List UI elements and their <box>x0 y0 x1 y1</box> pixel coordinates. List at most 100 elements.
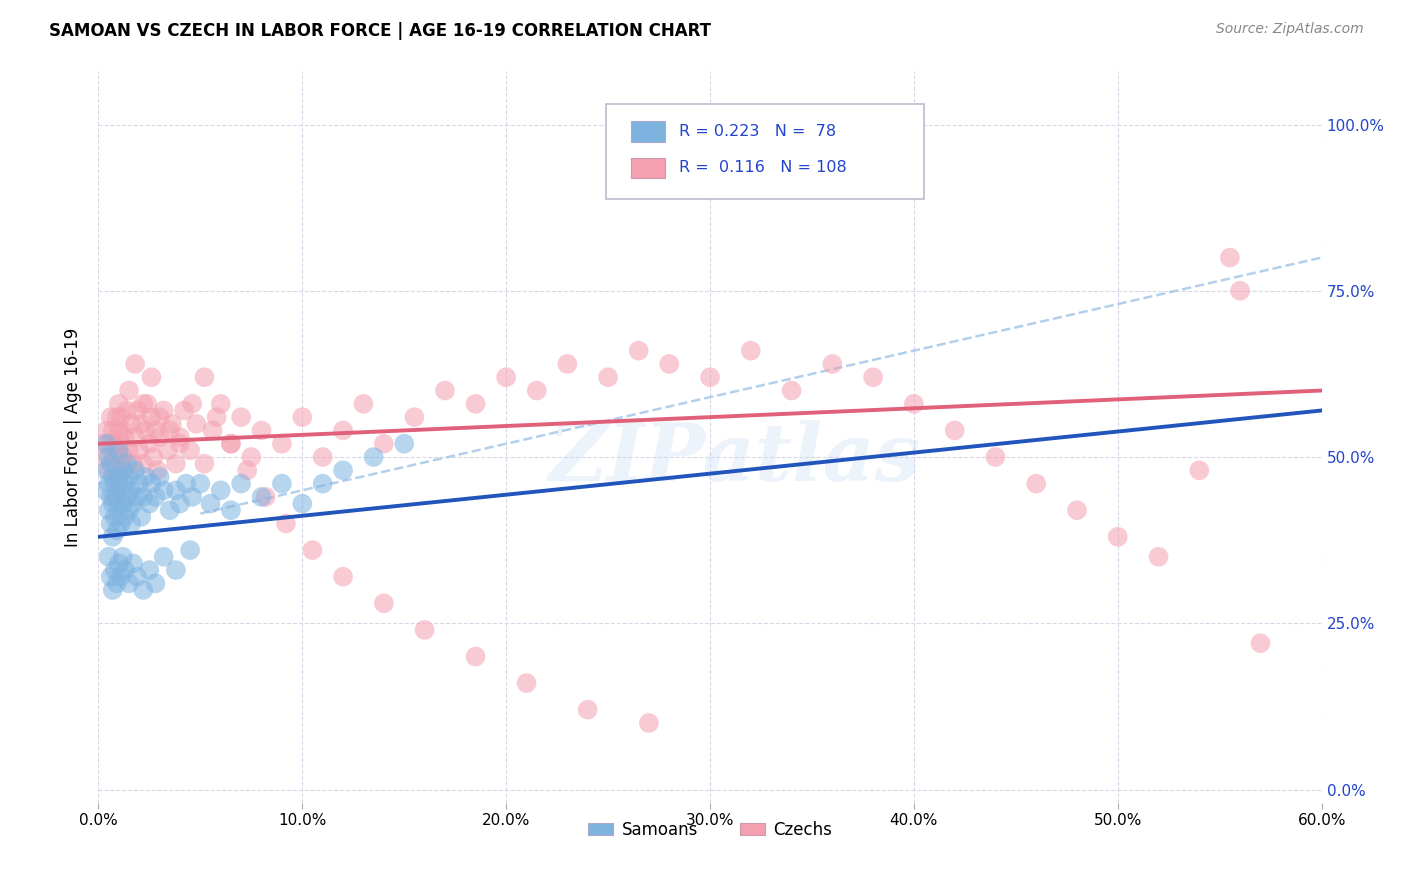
Point <box>115 490 138 504</box>
Point <box>165 483 187 498</box>
Point <box>291 497 314 511</box>
Point <box>1219 251 1241 265</box>
Point <box>201 424 224 438</box>
Point <box>169 436 191 450</box>
Point <box>93 483 115 498</box>
Point <box>110 516 132 531</box>
Point <box>118 470 141 484</box>
Point <box>101 582 124 597</box>
Point <box>101 470 124 484</box>
Point <box>209 483 232 498</box>
Point <box>127 490 149 504</box>
Point <box>637 716 661 731</box>
Point <box>118 503 141 517</box>
Point <box>105 450 128 464</box>
Point <box>114 430 136 444</box>
Point <box>104 563 127 577</box>
Point <box>122 457 145 471</box>
Point <box>373 436 395 450</box>
Point <box>209 397 232 411</box>
Text: R = 0.223   N =  78: R = 0.223 N = 78 <box>679 124 837 139</box>
Point <box>138 436 160 450</box>
Text: ZIPatlas: ZIPatlas <box>548 420 921 498</box>
Point <box>152 403 174 417</box>
Point <box>96 463 118 477</box>
Point <box>132 397 155 411</box>
Point <box>413 623 436 637</box>
Bar <box>630 158 665 178</box>
Point <box>146 463 169 477</box>
Point <box>108 443 131 458</box>
Point <box>274 516 297 531</box>
Point <box>101 424 124 438</box>
Point <box>108 503 131 517</box>
Point <box>110 436 132 450</box>
Point <box>93 450 115 464</box>
Point <box>105 576 128 591</box>
Point <box>193 457 215 471</box>
Point <box>111 450 134 464</box>
Point <box>104 490 127 504</box>
Point <box>128 443 150 458</box>
Point <box>1249 636 1271 650</box>
Point <box>101 530 124 544</box>
Point <box>138 563 160 577</box>
Point <box>301 543 323 558</box>
Point <box>152 483 174 498</box>
Point <box>114 563 136 577</box>
Point <box>169 497 191 511</box>
Point <box>108 557 131 571</box>
Point <box>114 463 136 477</box>
Point <box>101 497 124 511</box>
Point <box>120 483 142 498</box>
Point <box>526 384 548 398</box>
Point <box>105 410 128 425</box>
Point <box>1147 549 1170 564</box>
Text: Source: ZipAtlas.com: Source: ZipAtlas.com <box>1216 22 1364 37</box>
Point <box>111 549 134 564</box>
Point <box>173 403 195 417</box>
Point <box>159 424 181 438</box>
Point <box>118 384 141 398</box>
Point <box>1107 530 1129 544</box>
Point <box>96 424 118 438</box>
Point <box>100 570 122 584</box>
Point <box>404 410 426 425</box>
Point <box>97 463 120 477</box>
Point <box>984 450 1007 464</box>
Point <box>115 403 138 417</box>
Point <box>160 417 183 431</box>
Point <box>332 424 354 438</box>
Point <box>250 424 273 438</box>
Point <box>110 410 132 425</box>
Point <box>516 676 538 690</box>
Point <box>96 436 118 450</box>
Point <box>142 450 165 464</box>
Point <box>97 450 120 464</box>
Text: R =  0.116   N = 108: R = 0.116 N = 108 <box>679 161 848 176</box>
Point <box>127 403 149 417</box>
Point <box>236 463 259 477</box>
Point <box>254 490 277 504</box>
Text: SAMOAN VS CZECH IN LABOR FORCE | AGE 16-19 CORRELATION CHART: SAMOAN VS CZECH IN LABOR FORCE | AGE 16-… <box>49 22 711 40</box>
Point <box>104 463 127 477</box>
Point <box>111 450 134 464</box>
Point <box>740 343 762 358</box>
Point <box>598 370 620 384</box>
Point <box>105 490 128 504</box>
Point <box>118 443 141 458</box>
Point <box>780 384 803 398</box>
Point <box>132 582 155 597</box>
Point <box>152 549 174 564</box>
Point <box>145 424 167 438</box>
Point <box>108 424 131 438</box>
Point <box>114 509 136 524</box>
FancyBboxPatch shape <box>606 104 924 200</box>
Point <box>129 509 152 524</box>
Point <box>156 443 179 458</box>
Point <box>100 516 122 531</box>
Legend: Samoans, Czechs: Samoans, Czechs <box>582 814 838 846</box>
Point <box>132 490 155 504</box>
Point <box>108 470 131 484</box>
Point <box>943 424 966 438</box>
